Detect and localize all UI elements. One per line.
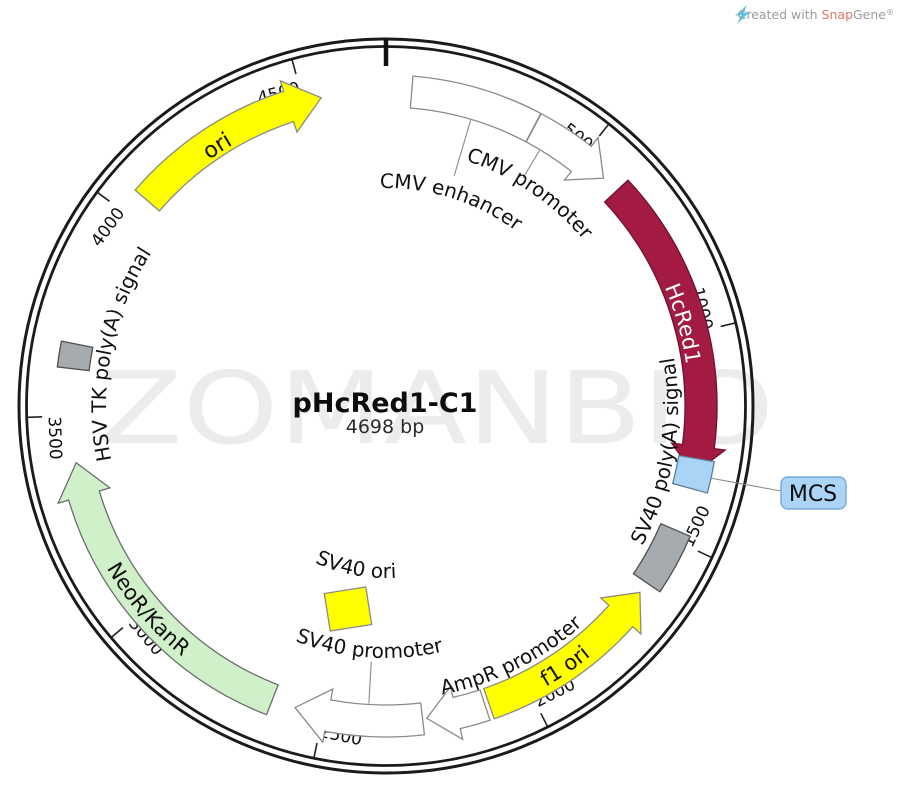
feature-label-sv40-promoter[interactable]: SV40 promoter — [293, 623, 445, 663]
mcs-label-text[interactable]: MCS — [789, 482, 837, 507]
plasmid-name: pHcRed1-C1 — [293, 388, 478, 419]
tick-1000 — [720, 322, 735, 328]
mcs-callout-line — [709, 477, 782, 492]
tick-label-4000: 4000 — [87, 204, 129, 251]
feature-cmv-promoter[interactable] — [525, 112, 605, 181]
feature-cmv-enhancer[interactable] — [409, 75, 542, 143]
tick-500 — [598, 124, 609, 137]
feature-mcs-box[interactable] — [671, 454, 716, 494]
credit-text: Created with SnapGene® — [738, 7, 894, 22]
feature-label-sv40-ori[interactable]: SV40 ori — [313, 545, 397, 583]
feature-hsv-tk-polya[interactable] — [56, 340, 94, 372]
tick-3000 — [111, 627, 124, 638]
leader-line-sv40-promoter — [368, 661, 372, 704]
leader-line-cmv-enhancer — [453, 120, 472, 177]
plasmid-size: 4698 bp — [346, 416, 425, 438]
tick-4000 — [97, 192, 110, 202]
feature-ampr-promoter[interactable] — [425, 685, 491, 741]
tick-1500 — [697, 550, 712, 558]
backbone-outer-ring — [17, 37, 755, 775]
feature-sv40-promoter[interactable] — [294, 687, 426, 744]
tick-4500 — [291, 59, 297, 75]
snapgene-bolt-icon — [735, 5, 750, 24]
tick-2500 — [313, 742, 318, 758]
feature-neor-kanr[interactable] — [56, 461, 279, 716]
leader-line-cmv-promoter — [522, 150, 540, 179]
tick-label-3500: 3500 — [44, 416, 65, 460]
feature-ori[interactable] — [134, 79, 323, 212]
mcs-label-box[interactable] — [780, 476, 847, 510]
feature-sv40-polya[interactable] — [632, 522, 692, 593]
snapgene-credit: Created with SnapGene® — [735, 5, 894, 24]
mcs-callout: MCS — [709, 476, 847, 510]
feature-f1-ori[interactable] — [482, 591, 642, 720]
tick-2000 — [540, 712, 549, 727]
watermark-text: ZOMANBIO — [99, 350, 774, 467]
feature-sv40-ori[interactable] — [323, 586, 373, 632]
